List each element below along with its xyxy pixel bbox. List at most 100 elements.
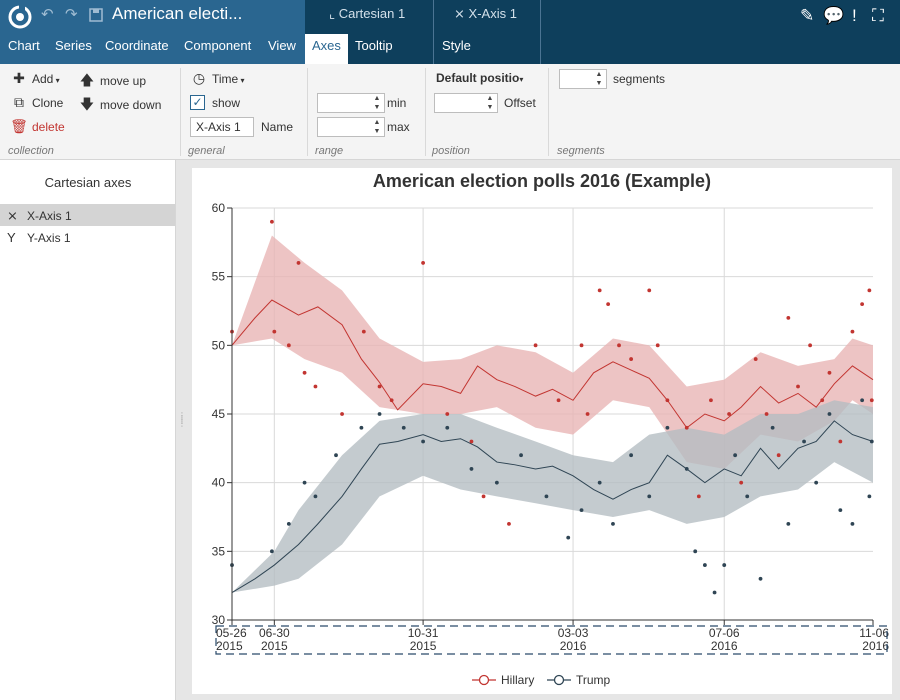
trash-icon: 🗑: [10, 118, 28, 134]
offset-spinner[interactable]: ▲ ▼: [434, 93, 498, 113]
x-axis-icon: ⨯: [454, 6, 465, 21]
segments-spinner[interactable]: ▲ ▼: [559, 69, 607, 89]
alert-icon[interactable]: !: [852, 6, 857, 25]
add-button[interactable]: ✚ Add ▾: [10, 70, 59, 87]
spin-down-icon[interactable]: ▼: [595, 80, 603, 87]
clone-icon: ⧉: [14, 94, 24, 110]
save-icon[interactable]: [89, 8, 103, 22]
hillary-poll-point: [481, 494, 486, 499]
spin-up-icon[interactable]: ▲: [595, 71, 603, 78]
hillary-poll-point: [556, 398, 561, 403]
min-label: min: [387, 96, 407, 110]
offset-label: Offset: [504, 96, 536, 110]
x-axis-selection-box: [215, 625, 888, 655]
legend: Hillary Trump: [472, 673, 611, 687]
y-tick-label: 50: [212, 338, 226, 352]
hillary-poll-point: [270, 219, 274, 224]
hillary-poll-point: [776, 453, 781, 458]
comment-icon[interactable]: 💬: [823, 6, 845, 25]
x-tick-label-year: 2015: [261, 639, 288, 653]
hillary-band: [232, 235, 873, 469]
show-checkbox[interactable]: ✓: [190, 95, 205, 110]
max-label: max: [387, 120, 410, 134]
redo-icon[interactable]: ↷: [65, 6, 78, 23]
panel-resize-handle[interactable]: ⋮ ⋮ ⋮: [178, 411, 186, 428]
hillary-poll-point: [796, 384, 800, 389]
undo-icon[interactable]: ↶: [41, 6, 54, 23]
trump-trend-line: [231, 420, 874, 593]
hillary-poll-point: [421, 261, 425, 265]
legend-swatch-marker: [553, 674, 565, 686]
context-tab-x-axis[interactable]: ⨯ X-Axis 1: [434, 0, 540, 64]
menu-style[interactable]: Style: [442, 38, 471, 53]
hillary-poll-point: [709, 398, 713, 403]
clone-button[interactable]: ⧉ Clone: [10, 94, 63, 111]
trump-poll-point: [334, 453, 338, 458]
hillary-poll-point: [296, 261, 301, 265]
x-tick-label: 07-06: [709, 626, 740, 640]
axis-name-input[interactable]: X-Axis 1: [190, 117, 254, 137]
axis-item-label: Y-Axis 1: [27, 231, 71, 245]
arrow-up-icon: 🡅: [79, 72, 95, 88]
trump-poll-point: [758, 576, 763, 581]
trump-poll-point: [313, 494, 318, 499]
menu-tooltip[interactable]: Tooltip: [355, 38, 393, 53]
menu-series[interactable]: Series: [55, 38, 92, 53]
trump-poll-point: [850, 521, 855, 526]
spin-down-icon[interactable]: ▼: [373, 104, 381, 111]
hillary-trend-line: [231, 299, 874, 429]
trump-poll-point: [814, 480, 819, 485]
edit-icon[interactable]: ✎: [800, 6, 815, 25]
move-down-button[interactable]: 🡇 move down: [78, 94, 162, 118]
spin-up-icon[interactable]: ▲: [486, 95, 494, 102]
y-tick-label: 35: [212, 544, 226, 558]
spin-up-icon[interactable]: ▲: [373, 119, 381, 126]
axis-item-y-axis-1[interactable]: Y Y-Axis 1: [0, 226, 175, 248]
max-spinner[interactable]: ▲ ▼: [317, 117, 385, 137]
x-tick-label: 03-03: [558, 626, 589, 640]
hillary-poll-point: [696, 494, 701, 499]
move-up-button[interactable]: 🡅 move up: [78, 70, 146, 94]
trump-poll-point: [519, 453, 523, 458]
spin-down-icon[interactable]: ▼: [486, 104, 494, 111]
spin-up-icon[interactable]: ▲: [373, 95, 381, 102]
menu-view[interactable]: View: [268, 38, 296, 53]
hillary-poll-point: [838, 439, 843, 444]
menu-axes[interactable]: Axes: [305, 34, 348, 64]
tab-divider: [540, 0, 541, 64]
confidence-bands: [232, 235, 873, 593]
hillary-poll-point: [739, 480, 744, 485]
move-up-label: move up: [100, 74, 147, 88]
delete-button[interactable]: 🗑 delete: [10, 118, 65, 135]
x-tick-label-year: 2015: [410, 639, 437, 653]
axes-panel: Cartesian axes ⨯ X-Axis 1 Y Y-Axis 1: [0, 160, 176, 700]
ribbon-divider: [548, 68, 549, 156]
y-axis-icon: Y: [7, 230, 16, 245]
menu-component[interactable]: Component: [184, 38, 252, 53]
context-tab-cartesian-label: Cartesian 1: [338, 6, 406, 21]
group-label-general: general: [188, 145, 225, 157]
app-logo-icon[interactable]: [8, 5, 32, 29]
ribbon-divider: [307, 68, 308, 156]
delete-label: delete: [32, 120, 65, 134]
hillary-poll-point: [533, 343, 538, 348]
position-dropdown[interactable]: Default positio▾: [436, 71, 524, 85]
menu-chart[interactable]: Chart: [8, 38, 40, 53]
min-spinner[interactable]: ▲ ▼: [317, 93, 385, 113]
trump-poll-point: [579, 508, 584, 513]
x-axis-icon: ⨯: [7, 208, 18, 223]
trend-lines: [231, 299, 874, 593]
axis-item-x-axis-1[interactable]: ⨯ X-Axis 1: [0, 204, 175, 226]
hillary-poll-point: [507, 521, 511, 526]
y-tick-label: 45: [212, 407, 226, 421]
fullscreen-icon[interactable]: ⛶: [872, 6, 884, 25]
ribbon-divider: [425, 68, 426, 156]
name-label: Name: [261, 120, 294, 134]
spin-down-icon[interactable]: ▼: [373, 128, 381, 135]
trump-poll-point: [722, 563, 727, 567]
trump-poll-point: [693, 549, 698, 554]
trump-poll-point: [786, 521, 791, 526]
trump-poll-point: [629, 453, 634, 458]
axis-type-dropdown[interactable]: ◷ Time ▾: [190, 70, 245, 87]
menu-coordinate[interactable]: Coordinate: [105, 38, 169, 53]
